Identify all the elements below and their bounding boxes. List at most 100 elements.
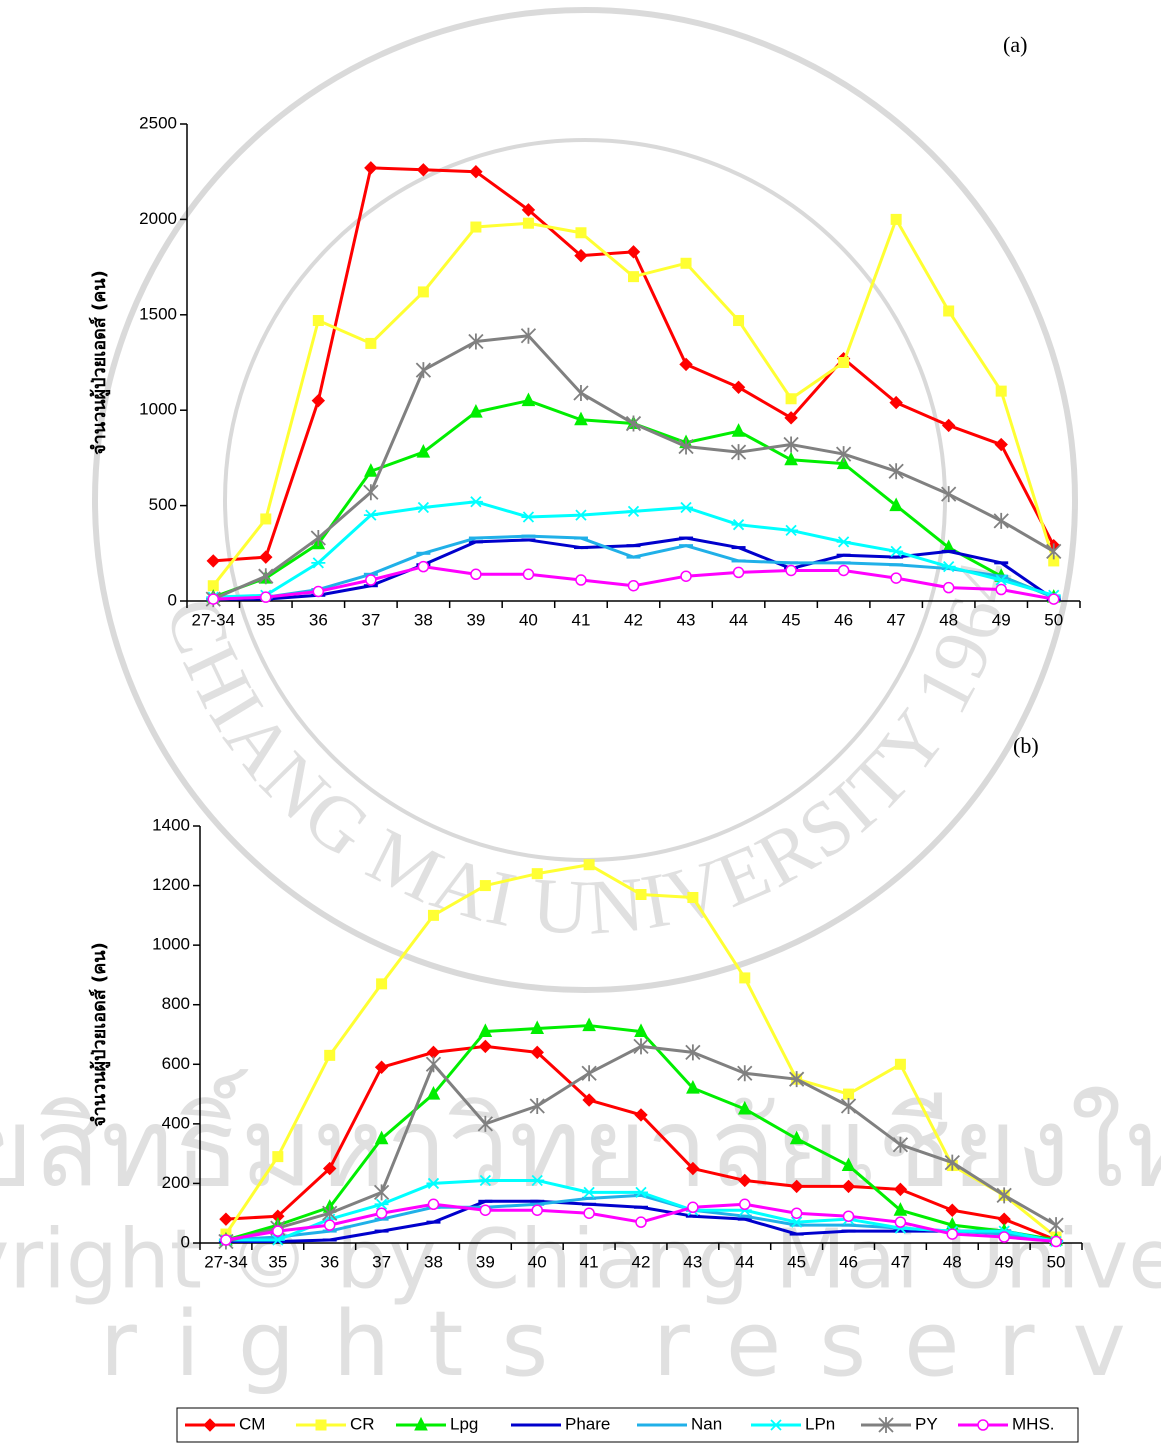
marker <box>784 525 798 535</box>
marker <box>366 338 376 348</box>
x-tick-label: 44 <box>729 610 748 629</box>
x-tick-label: 40 <box>528 1252 547 1271</box>
marker <box>480 1205 490 1215</box>
marker <box>891 214 901 224</box>
x-tick-label: 43 <box>677 610 696 629</box>
marker <box>532 869 542 879</box>
marker <box>680 358 692 370</box>
marker <box>273 1152 283 1162</box>
marker <box>418 562 428 572</box>
marker <box>584 860 594 870</box>
marker <box>740 1199 750 1209</box>
marker <box>377 979 387 989</box>
marker <box>479 1040 491 1052</box>
marker <box>417 445 429 457</box>
marker <box>365 162 377 174</box>
marker <box>733 424 745 436</box>
marker <box>943 419 955 431</box>
marker <box>576 575 586 585</box>
marker <box>364 484 378 500</box>
marker <box>480 881 490 891</box>
y-tick-label: 1000 <box>152 935 190 954</box>
marker <box>325 1050 335 1060</box>
x-tick-label: 27-34 <box>192 610 235 629</box>
marker <box>681 571 691 581</box>
legend-label: LPn <box>805 1414 835 1433</box>
y-tick-label: 800 <box>162 994 190 1013</box>
marker <box>740 973 750 983</box>
marker <box>734 316 744 326</box>
marker <box>471 569 481 579</box>
x-tick-label: 50 <box>1044 610 1063 629</box>
seal-ring <box>225 140 945 860</box>
y-tick-label: 0 <box>181 1232 190 1251</box>
x-tick-label: 42 <box>632 1252 651 1271</box>
legend-label: CR <box>350 1414 375 1433</box>
marker <box>688 892 698 902</box>
marker <box>208 594 218 604</box>
marker <box>627 506 641 516</box>
x-tick-label: 46 <box>834 610 853 629</box>
marker <box>844 1211 854 1221</box>
x-tick-label: 46 <box>839 1252 858 1271</box>
marker <box>732 520 746 530</box>
marker <box>523 569 533 579</box>
x-tick-label: 37 <box>361 610 380 629</box>
legend-label: CM <box>239 1414 265 1433</box>
marker <box>999 1232 1009 1242</box>
series <box>206 328 1060 607</box>
marker <box>995 439 1007 451</box>
y-tick-label: 0 <box>168 590 177 609</box>
marker <box>628 246 640 258</box>
marker <box>428 910 438 920</box>
marker <box>734 567 744 577</box>
marker <box>418 287 428 297</box>
y-tick-label: 1400 <box>152 815 190 834</box>
y-tick-label: 1200 <box>152 875 190 894</box>
marker <box>629 272 639 282</box>
x-tick-label: 44 <box>735 1252 754 1271</box>
marker <box>416 362 430 378</box>
marker <box>523 218 533 228</box>
legend-label: MHS. <box>1012 1414 1055 1433</box>
x-tick-label: 39 <box>476 1252 495 1271</box>
marker <box>944 583 954 593</box>
marker <box>574 510 588 520</box>
x-tick-label: 45 <box>787 1252 806 1271</box>
y-tick-label: 600 <box>162 1054 190 1073</box>
marker <box>469 497 483 507</box>
x-tick-label: 35 <box>256 610 275 629</box>
x-tick-label: 41 <box>572 610 591 629</box>
x-tick-label: 41 <box>580 1252 599 1271</box>
y-tick-label: 500 <box>149 495 177 514</box>
panel-label: (b) <box>1013 733 1039 758</box>
y-tick-label: 1000 <box>139 400 177 419</box>
marker <box>1047 543 1061 559</box>
x-tick-label: 35 <box>268 1252 287 1271</box>
y-tick-label: 2500 <box>139 113 177 132</box>
y-tick-label: 2000 <box>139 209 177 228</box>
marker <box>895 1217 905 1227</box>
page: CHIANG MAI UNIVERSITY 1964 ลิขสิทธิ์มหาว… <box>0 0 1161 1449</box>
marker <box>1049 594 1059 604</box>
marker <box>377 1208 387 1218</box>
y-axis-label: จำนวนผู้ป่วยเอดส์ (คน) <box>88 270 111 455</box>
marker <box>839 565 849 575</box>
x-tick-label: 49 <box>995 1252 1014 1271</box>
legend-label: PY <box>915 1414 938 1433</box>
marker <box>316 1420 326 1430</box>
marker <box>889 546 903 556</box>
marker <box>366 575 376 585</box>
marker <box>260 551 272 563</box>
marker <box>207 555 219 567</box>
marker <box>996 585 1006 595</box>
marker <box>844 1089 854 1099</box>
marker <box>532 1205 542 1215</box>
x-tick-label: 36 <box>320 1252 339 1271</box>
marker <box>376 1061 388 1073</box>
marker <box>978 1420 988 1430</box>
series <box>207 162 1059 567</box>
marker <box>679 503 693 513</box>
x-tick-label: 40 <box>519 610 538 629</box>
marker <box>947 1229 957 1239</box>
